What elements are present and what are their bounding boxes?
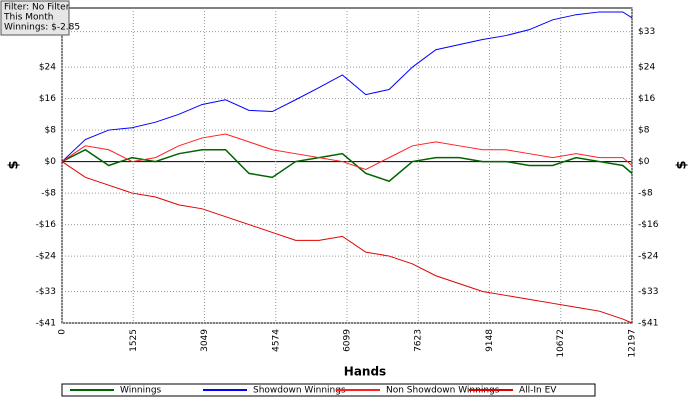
series-line xyxy=(61,11,633,162)
y-tick-label-right: $16 xyxy=(638,94,655,104)
y-tick-label: -$24 xyxy=(36,252,57,262)
y-tick-label-right: $0 xyxy=(638,157,650,167)
y-tick-label: $16 xyxy=(39,94,56,104)
series-line xyxy=(61,161,633,324)
x-tick-label: 3049 xyxy=(200,329,210,352)
filter-text: This Month xyxy=(3,13,53,23)
y-tick-label: -$8 xyxy=(41,189,56,199)
y-tick-label-right: -$16 xyxy=(638,220,659,230)
x-tick-label: 12197 xyxy=(628,329,638,358)
legend-label: Winnings xyxy=(120,386,162,396)
y-tick-label-right: -$33 xyxy=(638,287,658,297)
x-tick-label: 1525 xyxy=(129,329,139,352)
filter-text: Filter: No Filter xyxy=(4,3,70,13)
y-tick-label-right: $8 xyxy=(638,126,650,136)
y-tick-label: -$41 xyxy=(36,319,56,329)
legend xyxy=(61,383,596,397)
y-tick-label: -$16 xyxy=(36,220,57,230)
x-tick-label: 7623 xyxy=(414,329,424,352)
y-tick-label-right: -$8 xyxy=(638,189,653,199)
series-line xyxy=(61,148,633,183)
y-axis-label: $ xyxy=(7,160,22,169)
legend-label: Showdown Winnings xyxy=(253,386,346,396)
x-tick-label: 6099 xyxy=(343,329,353,352)
y-tick-label: $0 xyxy=(45,157,57,167)
y-axis-label-right: $ xyxy=(675,160,690,169)
y-tick-label-right: -$41 xyxy=(638,319,658,329)
y-tick-label: $8 xyxy=(45,126,57,136)
x-tick-label: 9148 xyxy=(485,329,495,352)
y-tick-label-right: $24 xyxy=(638,63,655,73)
x-tick-label: 0 xyxy=(58,329,68,335)
filter-bg xyxy=(0,0,70,36)
y-tick-label: $24 xyxy=(39,63,56,73)
series-line xyxy=(61,133,633,170)
filter-text: Winnings: $-2.85 xyxy=(4,23,80,33)
legend-label: All-In EV xyxy=(519,386,557,396)
y-tick-label-right: -$24 xyxy=(638,252,659,262)
legend-label: Non Showdown Winnings xyxy=(386,386,500,396)
x-axis-label: Hands xyxy=(344,365,386,379)
x-tick-label: 10672 xyxy=(556,329,566,358)
y-tick-label-right: $33 xyxy=(638,27,655,37)
x-tick-label: 4574 xyxy=(271,329,281,352)
y-tick-label: -$33 xyxy=(36,287,56,297)
